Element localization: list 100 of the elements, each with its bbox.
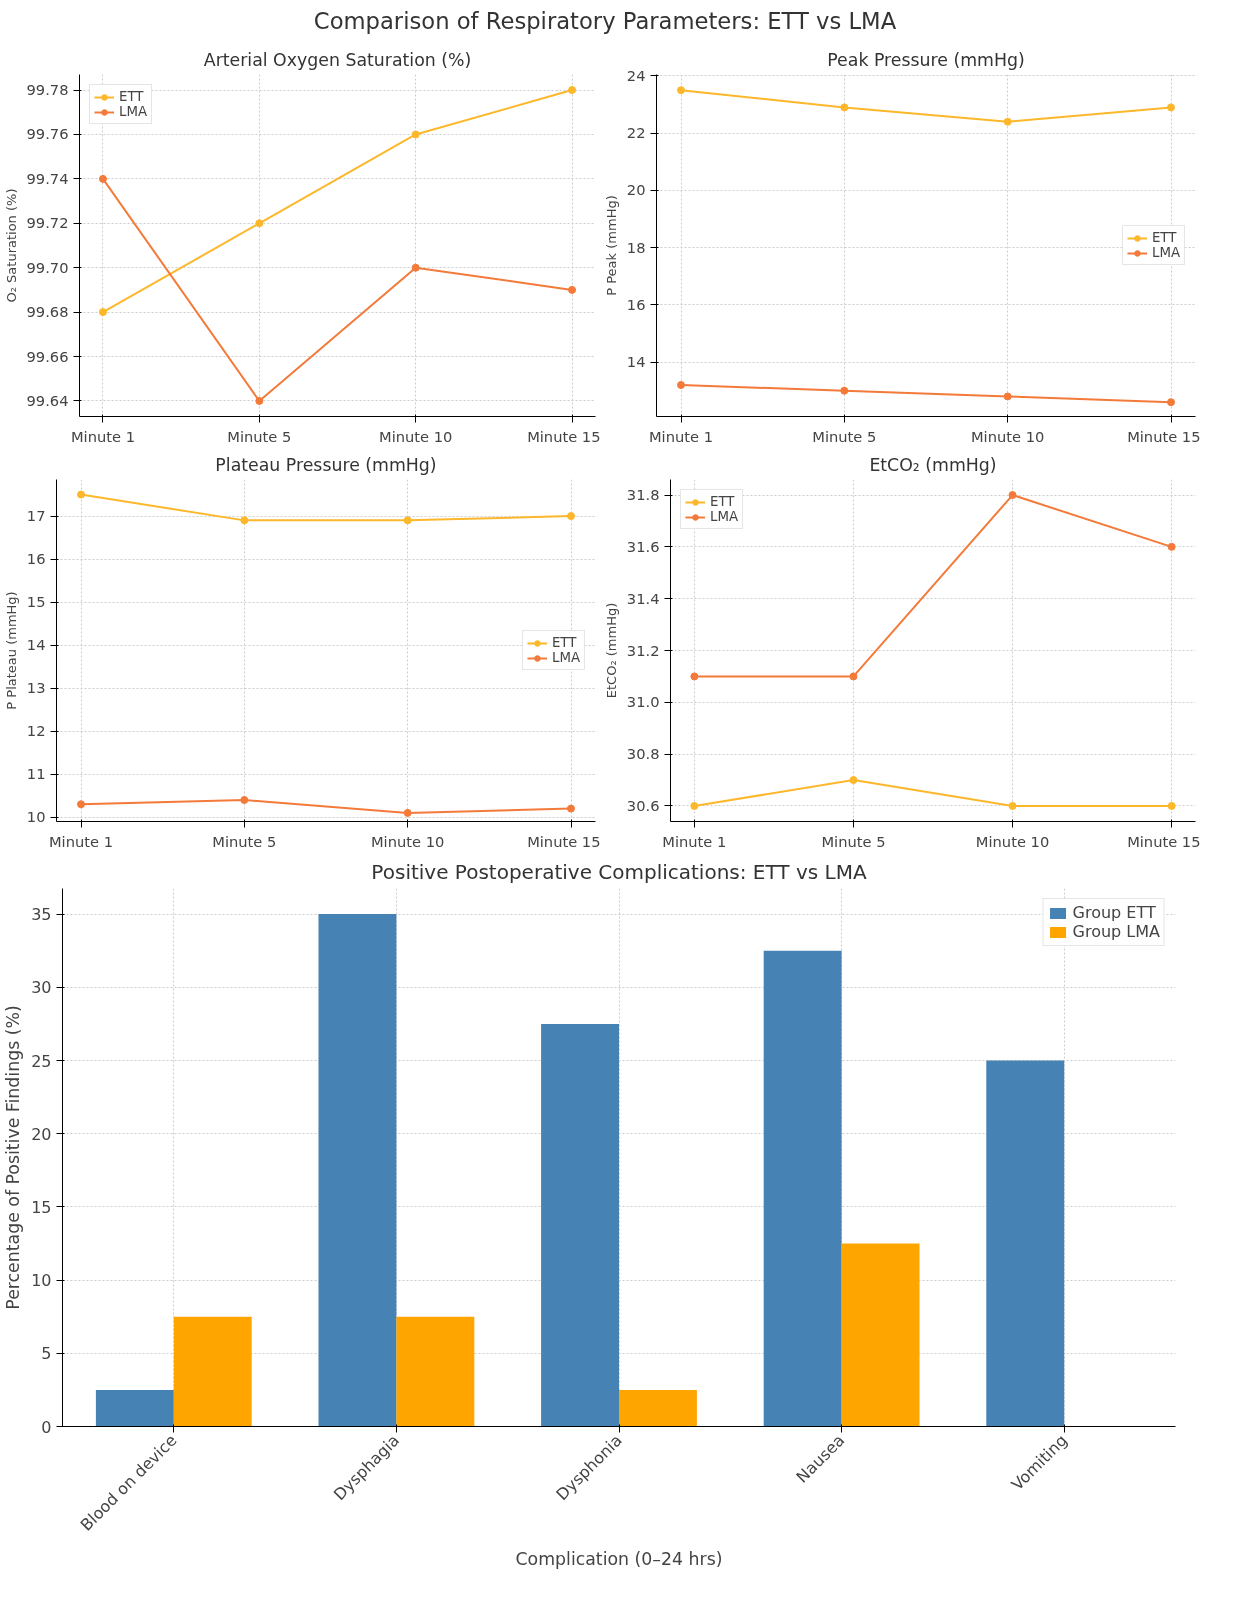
text: Comparison of Respiratory Parameters: ETT vs LMA — [312, 7, 898, 36]
y-tick-label: 24 — [626, 67, 646, 85]
point — [677, 86, 685, 95]
y-tick-label: 99.64 — [26, 392, 69, 410]
y-tick-label: 10 — [26, 808, 46, 826]
y-tick-label: 20 — [626, 181, 646, 199]
point — [568, 286, 577, 295]
y-axis-title: P Plateau (mmHg) — [3, 591, 19, 711]
y-tick-label: 22 — [626, 124, 646, 142]
legend-label: ETT — [119, 89, 144, 105]
point — [849, 776, 858, 785]
y-tick-label: 99.72 — [26, 214, 69, 232]
y-tick-label: 15 — [31, 1198, 52, 1218]
bar — [763, 951, 842, 1427]
y-tick-label: 99.66 — [26, 347, 69, 365]
x-tick-label: Minute 5 — [812, 427, 877, 445]
point — [240, 796, 249, 805]
y-tick-label: 18 — [626, 239, 646, 257]
point — [411, 130, 420, 139]
chart-title: Arterial Oxygen Saturation (%) — [203, 49, 472, 70]
x-tick-label: Minute 10 — [970, 427, 1045, 445]
y-tick-label: 12 — [26, 722, 46, 740]
y-tick-label: 99.68 — [26, 303, 69, 321]
bar — [986, 1060, 1065, 1427]
y-tick-label: 30.6 — [626, 797, 660, 815]
x-tick-label: Minute 5 — [821, 832, 886, 850]
point — [567, 804, 575, 813]
x-tick-label: Minute 1 — [48, 832, 114, 850]
y-tick-label: 31.4 — [626, 590, 660, 608]
y-tick-label: 35 — [31, 905, 52, 925]
point — [1003, 392, 1012, 401]
y-tick-label: 16 — [626, 296, 646, 314]
point — [567, 512, 575, 521]
legend-label: Group LMA — [1072, 922, 1160, 942]
y-tick-label: 17 — [26, 507, 46, 525]
point — [568, 86, 577, 95]
x-tick-label: Minute 10 — [370, 832, 445, 850]
legend-label: LMA — [1151, 245, 1180, 261]
point — [1167, 398, 1175, 407]
y-axis-title: EtCO₂ (mmHg) — [603, 603, 619, 699]
y-tick-label: 15 — [26, 593, 46, 611]
point — [411, 264, 420, 273]
point — [1003, 118, 1012, 127]
y-axis-title: P Peak (mmHg) — [603, 195, 619, 297]
bar — [173, 1317, 252, 1427]
point — [690, 802, 699, 811]
y-tick-label: 14 — [26, 636, 46, 654]
point — [677, 381, 685, 390]
legend-label: LMA — [119, 104, 148, 120]
point — [98, 308, 107, 317]
point — [403, 809, 412, 818]
y-tick-label: 14 — [626, 353, 646, 371]
y-tick-label: 0 — [41, 1417, 52, 1437]
y-tick-label: 16 — [26, 550, 46, 568]
chart-title: Peak Pressure (mmHg) — [827, 49, 1025, 70]
point — [1008, 491, 1017, 500]
x-tick-label: Minute 5 — [227, 427, 292, 445]
x-tick-label: Minute 15 — [527, 427, 601, 445]
point — [255, 219, 264, 228]
y-tick-label: 30.8 — [626, 745, 660, 763]
point — [98, 175, 107, 184]
point — [690, 672, 699, 681]
bar — [541, 1024, 619, 1427]
x-tick-label: Minute 10 — [975, 832, 1050, 850]
point — [77, 490, 85, 499]
y-tick-label: 20 — [31, 1125, 52, 1145]
point — [840, 103, 849, 112]
y-tick-label: 5 — [41, 1344, 52, 1364]
x-tick-label: Minute 15 — [1127, 832, 1201, 850]
y-tick-label: 25 — [31, 1051, 52, 1071]
x-axis-title: Complication (0–24 hrs) — [515, 1549, 723, 1570]
point — [255, 397, 264, 406]
point — [1167, 802, 1176, 811]
y-tick-label: 13 — [26, 679, 46, 697]
point — [849, 672, 858, 681]
x-tick-label: Minute 1 — [662, 832, 727, 850]
legend-label: Group ETT — [1072, 903, 1156, 923]
legend-label: LMA — [710, 509, 739, 525]
legend-label: ETT — [710, 494, 735, 510]
point — [403, 516, 412, 525]
x-tick-label: Minute 1 — [648, 427, 714, 445]
legend-label: LMA — [551, 650, 580, 666]
chart-title: Plateau Pressure (mmHg) — [215, 454, 437, 475]
y-axis-title: O₂ Saturation (%) — [3, 188, 19, 303]
legend-label: ETT — [1151, 230, 1177, 246]
bar — [619, 1390, 697, 1427]
bar — [318, 914, 397, 1427]
point — [77, 800, 85, 809]
y-tick-label: 99.74 — [26, 170, 69, 188]
point — [840, 387, 849, 396]
point — [1008, 802, 1017, 811]
bar — [841, 1243, 920, 1427]
bar — [396, 1317, 475, 1427]
x-tick-label: Minute 15 — [1127, 427, 1201, 445]
x-tick-label: Minute 10 — [379, 427, 453, 445]
y-tick-label: 10 — [31, 1271, 52, 1291]
point — [1167, 543, 1176, 552]
y-tick-label: 30 — [31, 978, 52, 998]
y-tick-label: 31.6 — [626, 538, 660, 556]
y-axis-title: Percentage of Positive Findings (%) — [3, 1005, 24, 1311]
